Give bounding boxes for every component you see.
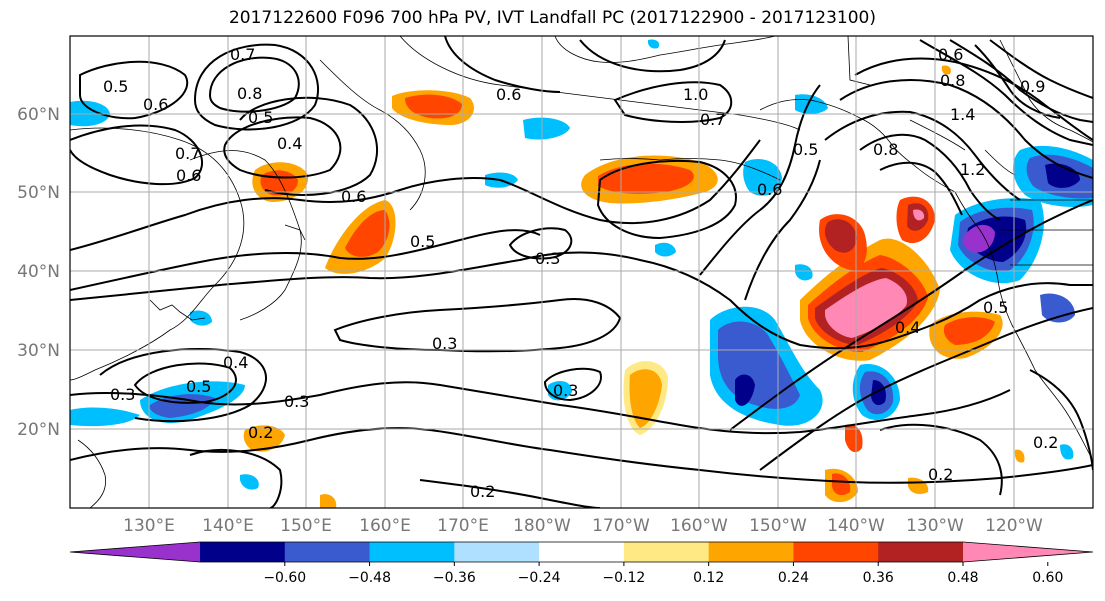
- longitude-label: 170°E: [437, 516, 489, 536]
- contour-label: 0.3: [535, 249, 560, 268]
- contour-label: 0.3: [432, 334, 457, 353]
- contour-label: 0.3: [553, 381, 578, 400]
- colorbar-tick-label: 0.24: [778, 570, 809, 586]
- contour-label: 0.2: [928, 465, 953, 484]
- contour-label: 0.2: [1033, 433, 1058, 452]
- longitude-label: 140°W: [827, 516, 885, 536]
- longitude-label: 150°W: [749, 516, 807, 536]
- contour-label: 0.6: [496, 85, 521, 104]
- colorbar-extend-low: [70, 542, 200, 562]
- colorbar-extend-high: [963, 542, 1093, 562]
- colorbar-segment: [878, 542, 964, 562]
- contour-label: 0.5: [103, 77, 128, 96]
- contour-label: 0.4: [223, 353, 248, 372]
- contour-label: 1.2: [960, 160, 985, 179]
- colorbar-tick-label: 0.60: [1032, 570, 1063, 586]
- colorbar-tick-label: −0.36: [433, 570, 476, 586]
- colorbar-segment: [284, 542, 371, 562]
- contour-label: 0.2: [470, 482, 495, 501]
- contour-label: 0.6: [341, 187, 366, 206]
- contour-label: 1.4: [950, 105, 975, 124]
- longitude-label: 130°E: [123, 516, 175, 536]
- colorbar-segment: [369, 542, 455, 562]
- longitude-axis: 130°E 140°E 150°E 160°E 170°E 180°W 170°…: [123, 516, 1043, 536]
- contour-label: 0.4: [895, 318, 920, 337]
- longitude-label: 140°E: [202, 516, 254, 536]
- latitude-label: 60°N: [17, 105, 60, 125]
- colorbar-segment: [200, 542, 286, 562]
- colorbar-segment: [793, 542, 879, 562]
- contour-label: 0.7: [175, 144, 200, 163]
- map-title: 2017122600 F096 700 hPa PV, IVT Landfall…: [228, 8, 876, 28]
- contour-label: 0.4: [277, 134, 302, 153]
- contour-label: 0.5: [186, 377, 211, 396]
- longitude-label: 150°E: [280, 516, 332, 536]
- contour-label: 1.0: [683, 85, 708, 104]
- contour-label: 0.6: [143, 95, 168, 114]
- longitude-label: 160°W: [670, 516, 728, 536]
- longitude-label: 120°W: [985, 516, 1043, 536]
- colorbar-segment: [623, 542, 710, 562]
- colorbar: −0.60 −0.48 −0.36 −0.24 −0.12 0.12 0.24 0.36 0.4…: [69, 541, 1094, 586]
- latitude-label: 40°N: [17, 262, 60, 282]
- gridlines: [70, 36, 1093, 508]
- contour-label: 0.8: [940, 71, 965, 90]
- contour-label: 0.6: [938, 45, 963, 64]
- contour-label: 0.8: [873, 140, 898, 159]
- colorbar-tick-label: 0.48: [947, 570, 978, 586]
- colorbar-segment: [539, 542, 625, 562]
- latitude-axis: 60°N 50°N 40°N 30°N 20°N: [17, 105, 60, 440]
- colorbar-tick-label: −0.12: [602, 570, 645, 586]
- latitude-label: 50°N: [17, 183, 60, 203]
- contour-label: 0.5: [410, 232, 435, 251]
- colorbar-tick-label: 0.12: [693, 570, 724, 586]
- colorbar-segment: [708, 542, 794, 562]
- colorbar-segment: [454, 542, 540, 562]
- latitude-label: 20°N: [17, 420, 60, 440]
- colorbar-tick-label: 0.36: [863, 570, 894, 586]
- longitude-label: 180°W: [513, 516, 571, 536]
- colorbar-tick-label: −0.60: [263, 570, 306, 586]
- contour-label: 0.7: [230, 45, 255, 64]
- contour-label: 0.8: [237, 84, 262, 103]
- contour-label: 0.7: [700, 110, 725, 129]
- contour-label: 0.5: [248, 108, 273, 127]
- contour-label: 0.6: [176, 166, 201, 185]
- contour-label: 0.5: [983, 298, 1008, 317]
- latitude-label: 30°N: [17, 341, 60, 361]
- contour-label: 0.3: [110, 385, 135, 404]
- map-background: [70, 36, 1093, 508]
- contour-label: 0.3: [284, 392, 309, 411]
- contour-label: 0.9: [1020, 77, 1045, 96]
- contour-label: 0.2: [248, 423, 273, 442]
- colorbar-tick-label: −0.24: [518, 570, 561, 586]
- longitude-label: 130°W: [906, 516, 964, 536]
- longitude-label: 160°E: [359, 516, 411, 536]
- longitude-label: 170°W: [592, 516, 650, 536]
- contour-labels: 0.7 0.5 0.8 0.6 0.5 0.4 0.7 0.6 0.6 0.5 …: [103, 45, 1058, 501]
- colorbar-tick-label: −0.48: [348, 570, 391, 586]
- contour-label: 0.6: [757, 180, 782, 199]
- map-frame: [69, 35, 1094, 509]
- contour-label: 0.5: [793, 140, 818, 159]
